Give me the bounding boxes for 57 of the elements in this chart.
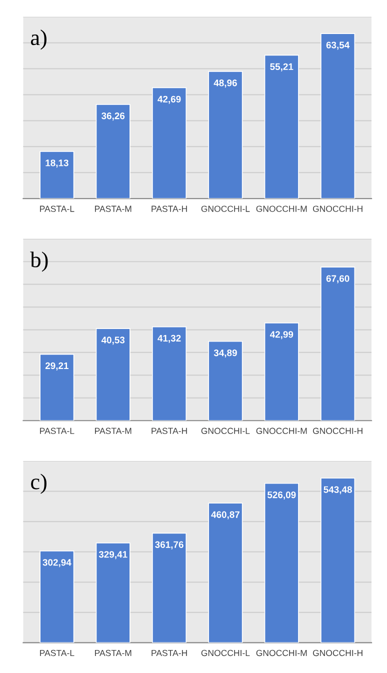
data-label: 29,21: [45, 362, 68, 370]
x-tick-label: PASTA-H: [152, 206, 187, 212]
data-label: 67,60: [326, 275, 350, 284]
x-tick-label: GNOCCHI-H: [312, 206, 362, 212]
data-label: 41,32: [158, 334, 181, 343]
bar: [264, 322, 299, 421]
data-label: 48,96: [214, 80, 237, 88]
x-tick-label: GNOCCHI-M: [256, 650, 307, 656]
data-label: 36,26: [102, 112, 125, 121]
x-tick-label: PASTA-L: [40, 650, 74, 656]
bar: [40, 354, 74, 421]
x-tick-label: PASTA-M: [95, 428, 132, 434]
bar: [96, 104, 130, 199]
bar: [264, 54, 299, 199]
bar: [40, 151, 74, 199]
x-tick-label: PASTA-M: [95, 206, 132, 212]
x-tick-label: PASTA-L: [40, 428, 74, 434]
bar: [96, 542, 130, 643]
data-label: 361,76: [155, 541, 184, 550]
data-label: 329,41: [98, 551, 128, 560]
bar: [40, 550, 74, 643]
data-label: 18,13: [46, 160, 68, 168]
data-label: 526,09: [267, 492, 296, 500]
x-tick-label: PASTA-L: [40, 206, 74, 212]
data-label: 42,69: [158, 96, 181, 104]
bar: [208, 340, 243, 421]
text: c): [31, 474, 46, 494]
x-tick-label: GNOCCHI-L: [201, 650, 250, 656]
bar: [96, 328, 130, 421]
data-label: 460,87: [211, 511, 240, 520]
bar: [320, 478, 356, 643]
x-tick-label: GNOCCHI-H: [312, 650, 362, 656]
x-tick-label: PASTA-H: [152, 650, 187, 656]
bar: [208, 502, 243, 643]
bar: [320, 266, 356, 421]
bar: [208, 71, 243, 199]
x-tick-label: GNOCCHI-M: [256, 428, 307, 434]
data-label: 40,53: [101, 336, 125, 345]
data-label: 63,54: [326, 42, 350, 50]
bar: [152, 532, 187, 643]
x-tick-label: GNOCCHI-L: [201, 206, 250, 212]
data-label: 34,89: [214, 349, 237, 358]
bar: [320, 33, 356, 199]
x-tick-label: GNOCCHI-H: [312, 428, 362, 434]
text: a): [30, 30, 46, 50]
data-label: 42,99: [270, 331, 294, 340]
x-tick-label: GNOCCHI-L: [201, 428, 250, 434]
x-tick-label: PASTA-H: [152, 428, 187, 434]
bar: [152, 87, 187, 199]
bar: [152, 326, 187, 421]
data-label: 302,94: [42, 559, 72, 568]
x-tick-label: PASTA-M: [95, 650, 132, 656]
x-tick-label: GNOCCHI-M: [256, 206, 307, 212]
text: b): [30, 252, 48, 272]
data-label: 543,48: [324, 486, 352, 494]
bar: [264, 482, 299, 643]
data-label: 55,21: [270, 63, 294, 72]
